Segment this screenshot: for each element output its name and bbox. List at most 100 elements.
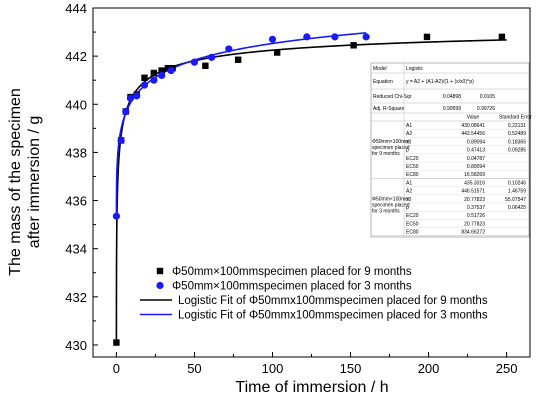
data-point-series-1 (273, 49, 281, 56)
y-tick-label: 442 (65, 49, 87, 64)
y-tick-label: 438 (65, 145, 87, 160)
data-point-series-2 (122, 107, 130, 116)
data-point-series-2 (158, 71, 166, 79)
table-cell: EC50 (406, 164, 419, 170)
table-cell: 0.99599 (443, 106, 461, 112)
table-cell: p (406, 205, 409, 211)
data-point-series-1 (158, 67, 165, 74)
data-point-series-2 (362, 33, 370, 41)
y-tick-label: 434 (65, 242, 87, 257)
data-point-series-1 (141, 74, 148, 81)
data-point-series-1 (164, 64, 172, 72)
table-cell: 20.77823 (464, 221, 485, 227)
table-cell: 0.04787 (467, 156, 485, 162)
legend: Φ50mm×100mmspecimen placed for 9 months Φ… (140, 266, 488, 322)
legend-label: Φ50mm×100mmspecimen placed for 3 months (172, 281, 412, 293)
y-axis-label-line: The mass of the specimen (7, 88, 24, 276)
table-cell: 446.51571 (461, 189, 485, 195)
table-cell: Equation (373, 79, 393, 85)
table-group-label: for 9 months (372, 151, 400, 157)
data-point-series-1 (350, 42, 357, 49)
table-cell: 0.06425 (508, 205, 526, 211)
table-group-label: specimen placed (372, 202, 410, 208)
data-point-series-2 (208, 53, 216, 61)
table-cell: Reduced Chi-Sqr (373, 94, 412, 100)
table-cell: 834.66272 (461, 230, 485, 236)
y-axis-label-line: after immersion / g (26, 116, 43, 248)
table-header: Value (467, 115, 480, 121)
table-cell: 0.10246 (508, 180, 526, 186)
table-cell: EC80 (406, 172, 419, 178)
axis-ticks: 0 50 100 150 200 250 430 432 434 436 438 440 442 444 (65, 1, 517, 376)
table-cell: 443.54456 (461, 131, 485, 137)
table-cell: 16.58269 (464, 172, 485, 178)
table-cell: 0.89094 (467, 164, 485, 170)
table-cell: 435.3316 (464, 180, 485, 186)
data-point-series-1 (498, 33, 506, 41)
x-tick-label: 250 (496, 361, 518, 376)
table-cell: 0.04898 (443, 94, 461, 100)
data-point-series-2 (117, 136, 125, 144)
y-tick-label: 440 (65, 97, 87, 112)
table-cell: x0 (406, 139, 412, 145)
table-cell: 0.37537 (467, 205, 485, 211)
data-point-series-1 (234, 56, 242, 63)
table-cell: 0.47413 (467, 148, 485, 154)
table-cell: EC50 (406, 221, 419, 227)
table-cell: Adj. R-Square (373, 106, 405, 112)
legend-label: Logistic Fit of Φ50mmx100mmspecimen plac… (178, 310, 488, 322)
data-point-series-2 (150, 76, 158, 84)
legend-label: Logistic Fit of Φ50mmx100mmspecimen plac… (178, 295, 488, 307)
data-point-series-1 (202, 62, 209, 69)
table-cell: 55.07547 (505, 197, 526, 203)
table-cell: 1.46759 (508, 189, 526, 195)
y-tick-label: 444 (65, 1, 87, 16)
table-cell: A2 (406, 131, 412, 137)
table-cell: y = A2 + (A1-A2)/(1 + (x/x0)^p) (406, 79, 474, 85)
y-tick-label: 436 (65, 194, 87, 209)
table-cell: 0.51726 (467, 213, 485, 219)
y-axis-label: The mass of the specimen after immersion … (7, 88, 43, 276)
table-cell: 0.52489 (508, 131, 526, 137)
data-point-series-2 (331, 33, 339, 41)
data-point-series-2 (133, 92, 141, 100)
table-cell: p (406, 148, 409, 154)
legend-marker-circle (156, 281, 164, 290)
data-point-series-2 (268, 35, 277, 43)
legend-marker-square (156, 267, 164, 275)
table-cell: 0.99726 (477, 106, 495, 112)
fit-results-table: Model Logistic Equation y = A2 + (A1-A2)/(1… (370, 62, 532, 238)
data-point-series-2 (190, 58, 199, 66)
table-group-label: Φ50mm×100mm (372, 196, 409, 202)
data-point-series-2 (303, 33, 311, 41)
y-tick-label: 430 (65, 338, 87, 353)
data-point-series-2 (167, 66, 175, 75)
table-cell: 0.18365 (508, 139, 526, 145)
data-point-series-1 (113, 339, 120, 346)
data-point-series-2 (225, 45, 233, 53)
table-cell: A2 (406, 189, 412, 195)
table-cell: 0.09285 (508, 148, 526, 154)
y-tick-label: 432 (65, 290, 87, 305)
table-cell: EC80 (406, 230, 419, 236)
data-point-series-1 (423, 33, 431, 41)
data-point-series-2 (126, 94, 135, 102)
table-group-label: Φ50mm×100mm (372, 139, 409, 145)
x-axis-label: Time of immersion / h (235, 379, 388, 396)
table-cell: EC20 (406, 213, 419, 219)
table-cell: A1 (406, 180, 412, 186)
legend-label: Φ50mm×100mmspecimen placed for 9 months (172, 266, 412, 278)
table-cell: 430.08641 (461, 123, 485, 129)
table-cell: 0.0105 (480, 94, 496, 100)
table-cell: 0.22131 (508, 123, 526, 129)
table-cell: x0 (406, 197, 412, 203)
table-cell: 0.89094 (467, 139, 485, 145)
table-background (370, 62, 530, 238)
x-tick-label: 100 (262, 361, 284, 376)
data-point-series-2 (140, 81, 149, 89)
x-tick-label: 150 (340, 361, 362, 376)
table-group-label: specimen placed (372, 145, 410, 151)
table-group-label: for 3 months (372, 208, 400, 214)
data-point-series-1 (150, 69, 158, 77)
